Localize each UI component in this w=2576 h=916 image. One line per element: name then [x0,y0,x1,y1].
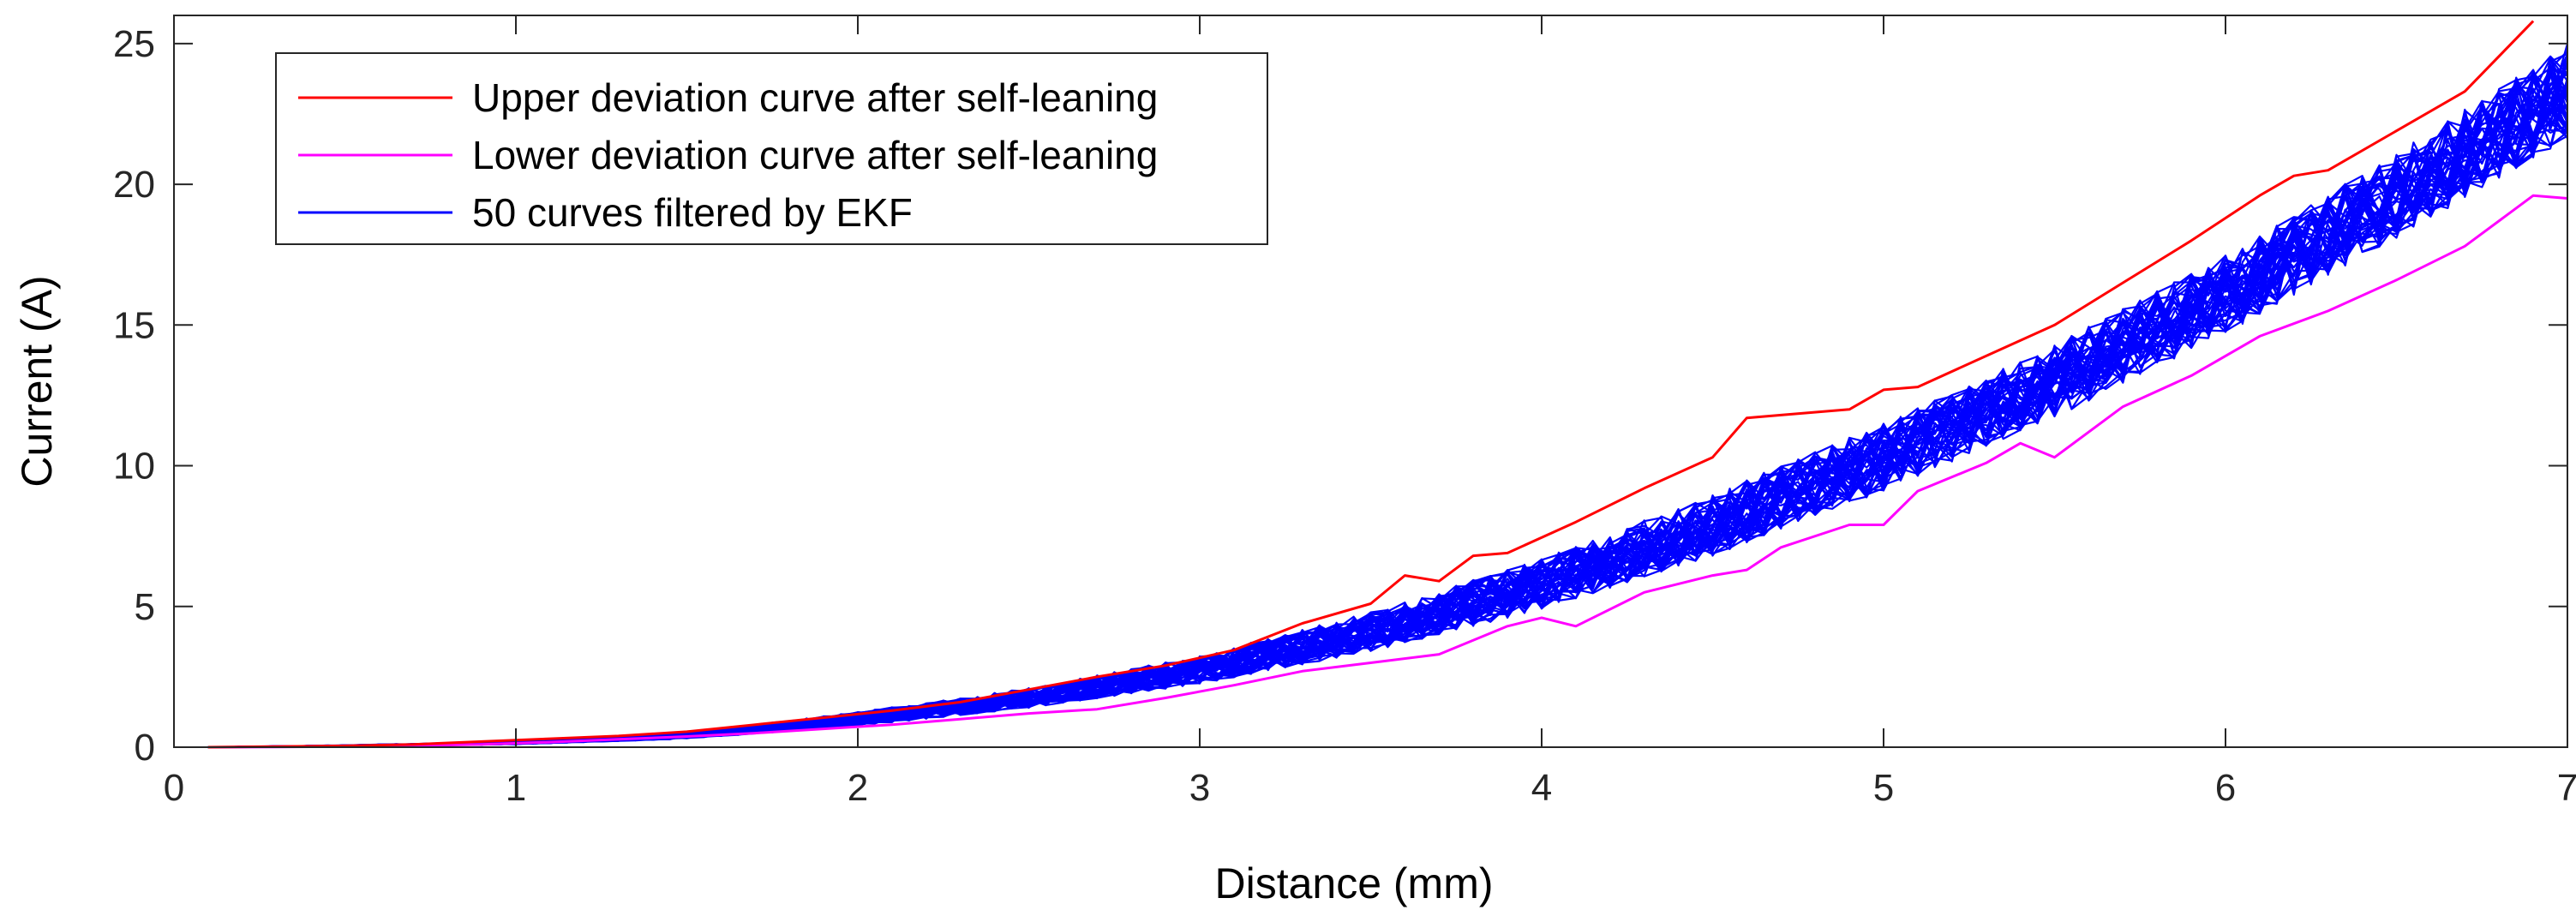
legend: Upper deviation curve after self-leaning… [275,52,1268,245]
x-axis-title: Distance (mm) [1214,859,1493,907]
y-axis-title: Current (A) [13,275,61,487]
legend-label-lower: Lower deviation curve after self-leaning [472,133,1158,177]
y-tick-label: 5 [135,586,155,628]
legend-label-ekf: 50 curves filtered by EKF [472,190,913,235]
x-tick-label: 4 [1531,767,1552,809]
legend-label-upper: Upper deviation curve after self-leaning [472,75,1158,120]
series-layer [207,20,2569,749]
y-tick-label: 10 [113,446,155,488]
y-tick-label: 20 [113,164,155,206]
x-tick-label: 1 [506,767,526,809]
x-tick-label: 3 [1189,767,1210,809]
y-axis: 0 5 10 15 20 25 [113,23,2567,769]
lower-deviation-curve [207,194,2568,749]
x-tick-label: 2 [848,767,868,809]
x-tick-label: 6 [2215,767,2236,809]
y-tick-label: 15 [113,304,155,346]
y-tick-label: 0 [135,727,155,769]
x-axis: 0 1 2 3 4 5 6 7 [164,15,2576,809]
plot-frame [173,15,2568,748]
y-tick-label: 25 [113,23,155,65]
upper-deviation-curve [207,20,2535,749]
x-tick-label: 5 [1873,767,1894,809]
x-tick-label: 0 [164,767,184,809]
x-tick-label: 7 [2557,767,2576,809]
